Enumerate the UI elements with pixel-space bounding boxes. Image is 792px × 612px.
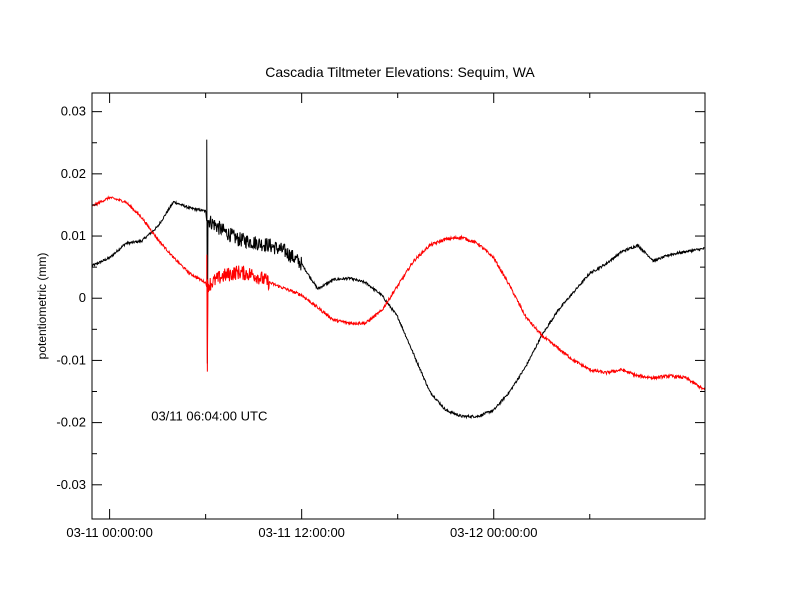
y-tick-label: -0.03 [56,477,86,492]
y-tick-label: -0.01 [56,352,86,367]
y-tick-label: 0.03 [61,104,86,119]
y-axis-label: potentiometric (mm) [35,253,49,360]
plot-frame [91,92,706,520]
chart-title: Cascadia Tiltmeter Elevations: Sequim, W… [265,64,535,80]
x-tick-label: 03-11 12:00:00 [258,525,345,540]
series-line-red [91,195,706,391]
x-tick-label: 03-11 00:00:00 [66,525,153,540]
y-tick-label: 0.01 [61,228,86,243]
x-tick-label: 03-12 00:00:00 [450,525,537,540]
series-layer [91,139,706,420]
axis-ticks: 0.03 0.02 0.01 0 -0.01 -0.02 -0.03 03-11 00:00:… [56,93,705,540]
series-line-black [91,139,706,420]
event-time-annotation: 03/11 06:04:00 UTC [151,408,267,423]
y-tick-label: -0.02 [56,415,86,430]
y-tick-label: 0.02 [61,166,86,181]
y-tick-label: 0 [79,290,86,305]
